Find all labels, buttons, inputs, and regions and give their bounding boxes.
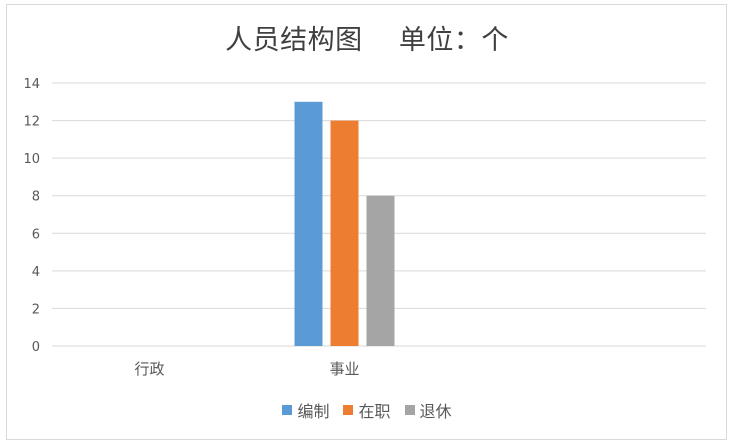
bar-退休 [366, 195, 395, 346]
y-tick-label: 4 [32, 265, 40, 280]
y-tick-label: 8 [32, 190, 40, 205]
chart-title: 人员结构图 单位：个 [225, 25, 509, 56]
chart-legend: 编制 在职 退休 [0, 398, 734, 422]
legend-item: 在职 [343, 398, 391, 422]
legend-label: 退休 [419, 402, 452, 421]
y-tick-label: 0 [32, 340, 40, 355]
bar-编制 [294, 101, 323, 347]
legend-item: 退休 [404, 398, 452, 422]
legend-label: 编制 [297, 402, 330, 421]
y-axis-ticks: 0 2 4 6 8 10 12 14 [23, 77, 40, 355]
legend-item: 编制 [282, 398, 329, 422]
legend-swatch [282, 405, 293, 415]
y-tick-label: 10 [23, 152, 40, 167]
legend-label: 在职 [358, 402, 391, 421]
x-category-label: 行政 [134, 360, 164, 378]
y-tick-label: 12 [23, 115, 40, 130]
y-tick-label: 2 [32, 302, 40, 317]
y-tick-label: 14 [23, 77, 40, 92]
legend-swatch [404, 405, 415, 415]
x-category-label: 事业 [329, 360, 359, 378]
x-axis-categories: 行政 事业 [134, 360, 359, 378]
bars [294, 101, 395, 347]
legend-swatch [343, 405, 354, 415]
y-tick-label: 6 [32, 227, 40, 242]
bar-在职 [330, 120, 359, 346]
